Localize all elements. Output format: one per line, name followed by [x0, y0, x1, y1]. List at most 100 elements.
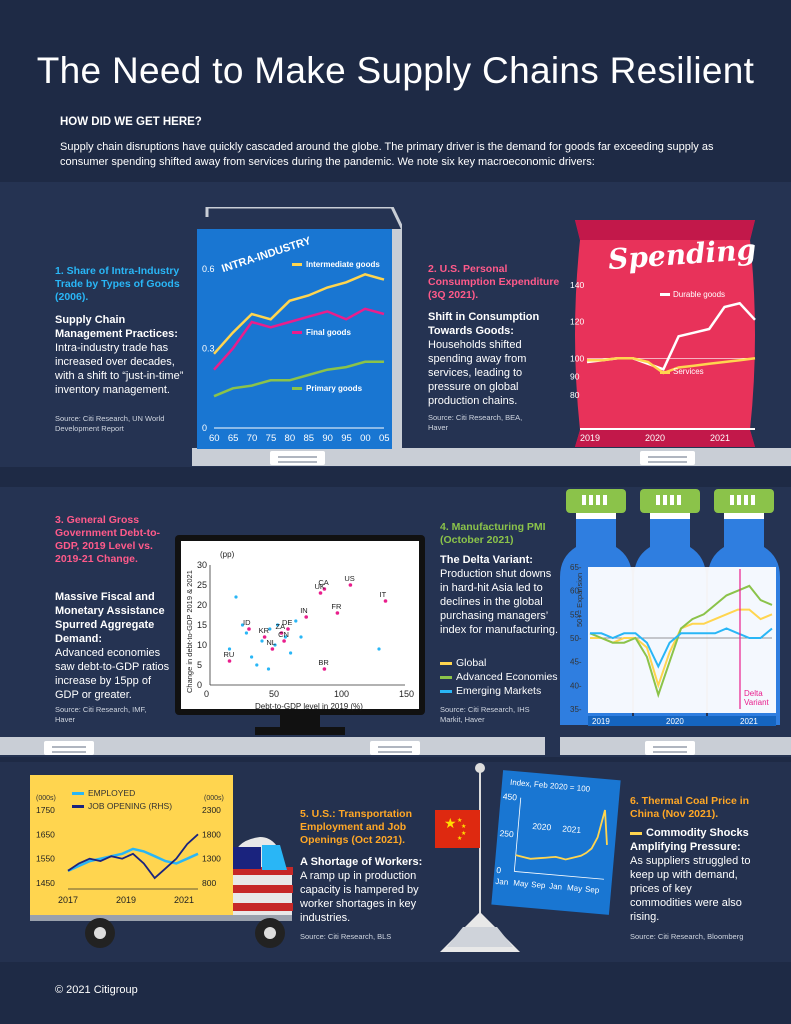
y-tick-label: 20: [197, 600, 207, 610]
scatter-point: [227, 659, 232, 663]
scatter-point: [270, 647, 275, 651]
x-tick-label: 2020: [666, 717, 684, 726]
x-tick-label: Jan: [549, 882, 563, 892]
scatter-point: [255, 663, 259, 667]
price-tag: [270, 451, 325, 465]
panel2-heading: 2. U.S. Personal Consumption Expenditure…: [428, 263, 560, 301]
y-tick-label: 0.3: [202, 344, 215, 354]
scatter-point: [318, 591, 323, 595]
y-tick-label-right: 1300: [202, 854, 221, 864]
panel4-heading: 4. Manufacturing PMI (October 2021): [440, 521, 546, 546]
point-label: CN: [278, 630, 289, 639]
scatter-point: [335, 611, 340, 615]
panel5-source: Source: Citi Research, BLS: [300, 932, 392, 941]
x-tick-label: 65: [228, 433, 239, 444]
panel6-source: Source: Citi Research, Bloomberg: [630, 932, 744, 941]
svg-text:★: ★: [457, 817, 462, 824]
panel3-source: Source: Citi Research, IMF, Haver: [55, 705, 147, 724]
legend-swatch: [292, 331, 302, 334]
point-label: BR: [318, 658, 329, 667]
legend-swatch: [72, 805, 84, 808]
legend-label: Durable goods: [673, 290, 725, 299]
svg-text:★: ★: [461, 823, 466, 830]
y-tick-label-left: 1450: [36, 878, 55, 888]
china-board-chart: ★ ★ ★ ★ ★ Index, Feb 2020 = 100 0 250 450 20…: [435, 762, 625, 952]
legend-swatch: [292, 263, 302, 266]
y-tick-label: 65-: [570, 563, 582, 572]
x-tick-label: 2020: [645, 433, 665, 443]
legend-swatch: [292, 387, 302, 390]
scatter-point: [268, 627, 272, 631]
point-label: RU: [224, 650, 235, 659]
scatter-point: [260, 639, 264, 643]
y-tick-label-left: 1550: [36, 854, 55, 864]
x-tick-label: May: [513, 878, 529, 888]
scatter-point: [250, 655, 254, 659]
scatter-point: [283, 635, 287, 639]
x-axis: [514, 871, 605, 880]
scatter-point: [322, 587, 327, 591]
x-axis-bar: [588, 716, 776, 726]
scatter-point: [289, 651, 293, 655]
series-line-1: [213, 307, 385, 371]
y-tick-label: 35-: [570, 705, 582, 714]
point-label: CA: [318, 578, 328, 587]
y-tick-label: 250: [499, 828, 514, 839]
point-label: ZA: [276, 622, 286, 631]
y-tick-label: 0: [197, 680, 202, 690]
y-tick-label: 50-: [570, 634, 582, 643]
x-tick-label: 2017: [58, 895, 78, 905]
y-tick-label: 120: [570, 317, 584, 327]
y-tick-label: 5: [197, 660, 202, 670]
scatter-point: [377, 647, 381, 651]
x-tick-label: 60: [209, 433, 220, 444]
panel1-heading: 1. Share of Intra-Industry Trade by Type…: [55, 265, 180, 303]
legend-swatch: [72, 792, 84, 795]
chip-bag-chart: 8090100120140Index, 4Q 2019 = 1002019202…: [553, 215, 765, 450]
year-label: 2021: [562, 823, 582, 835]
panel1-bold: Supply Chain Management Practices:: [55, 314, 178, 340]
x-tick-label: 95: [341, 433, 352, 444]
scatter-point: [244, 631, 248, 635]
x-tick-label: Jan: [495, 877, 509, 887]
annotation-label: Variant: [744, 698, 770, 707]
x-tick-label: 00: [360, 433, 371, 444]
panel1-source: Source: Citi Research, UN World Developm…: [55, 414, 165, 433]
point-label: IT: [380, 590, 387, 599]
scatter-point: [299, 635, 303, 639]
point-label: ID: [243, 618, 251, 627]
y-tick-label: 140: [570, 280, 584, 290]
y-tick-label: 0: [496, 865, 502, 875]
y-tick-label: 15: [197, 620, 207, 630]
y-tick-label: 10: [197, 640, 207, 650]
x-tick-label: 2021: [740, 717, 758, 726]
y-tick-label-right: 1800: [202, 829, 221, 839]
scatter-point: [273, 643, 277, 647]
y-tick-label: 80: [570, 390, 580, 400]
y-tick-label: 40-: [570, 681, 582, 690]
y-tick-label-right: 800: [202, 878, 216, 888]
annotation-label: Delta: [744, 689, 763, 698]
svg-text:★: ★: [461, 830, 466, 837]
scatter-point: [304, 615, 308, 619]
scatter-point: [279, 631, 284, 635]
y-tick-label: 25: [197, 580, 207, 590]
panel1-text: Intra-industry trade has increased over …: [55, 342, 184, 396]
x-tick-label: Sep: [531, 880, 547, 890]
y-tick-label: 55-: [570, 610, 582, 619]
x-tick-label: 50: [269, 689, 279, 699]
panel4-text: Production shut downs in hard-hit Asia l…: [440, 568, 559, 636]
series-line-2: [590, 627, 773, 669]
panel5-heading: 5. U.S.: Transportation Employment and J…: [300, 808, 413, 846]
x-tick-label: 2019: [580, 433, 600, 443]
price-tag: [640, 451, 695, 465]
legend-label: Final goods: [306, 328, 351, 337]
scatter-point: [383, 599, 388, 603]
y-unit-right: (000s): [204, 795, 224, 802]
scatter-point: [286, 627, 290, 631]
x-tick-label: 0: [204, 689, 209, 699]
copyright: © 2021 Citigroup: [55, 984, 138, 996]
y-unit-left: (000s): [36, 795, 56, 802]
svg-text:★: ★: [457, 835, 462, 842]
x-tick-label: 2019: [592, 717, 610, 726]
